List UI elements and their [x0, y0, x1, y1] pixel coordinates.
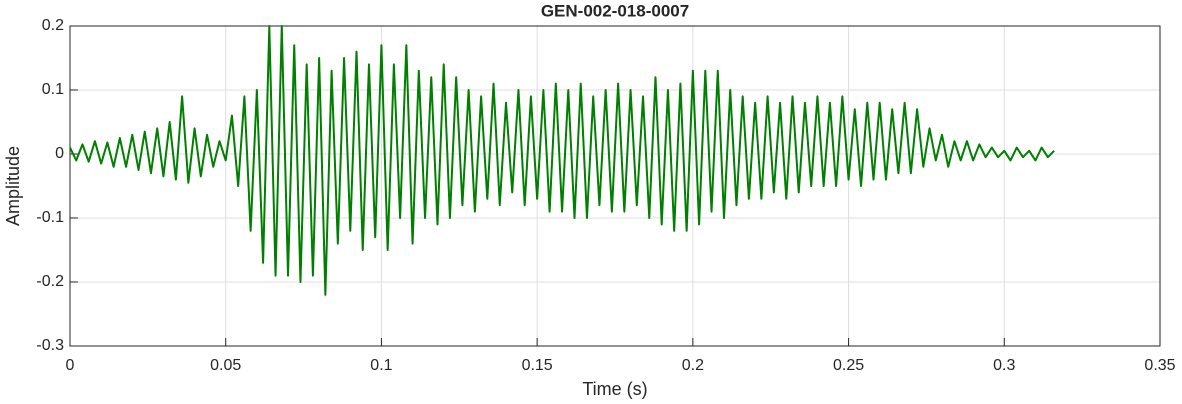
- y-tick-label: 0.1: [42, 81, 64, 98]
- x-tick-label: 0.2: [682, 357, 704, 374]
- y-tick-label: 0: [55, 145, 64, 162]
- x-tick-label: 0.3: [993, 357, 1015, 374]
- x-tick-label: 0: [66, 357, 75, 374]
- x-tick-label: 0.25: [833, 357, 864, 374]
- y-tick-label: -0.2: [36, 273, 64, 290]
- plot-frame: [69, 25, 1161, 347]
- x-axis-label: Time (s): [582, 379, 647, 399]
- y-tick-label: 0.2: [42, 17, 64, 34]
- x-tick-label: 0.35: [1144, 357, 1175, 374]
- y-axis-label: Amplitude: [3, 146, 23, 226]
- chart-title: GEN-002-018-0007: [541, 1, 689, 20]
- x-tick-label: 0.05: [210, 357, 241, 374]
- x-tick-label: 0.1: [370, 357, 392, 374]
- y-tick-label: -0.3: [36, 337, 64, 354]
- y-tick-label: -0.1: [36, 209, 64, 226]
- waveform-line: [69, 25, 1055, 296]
- x-tick-label: 0.15: [522, 357, 553, 374]
